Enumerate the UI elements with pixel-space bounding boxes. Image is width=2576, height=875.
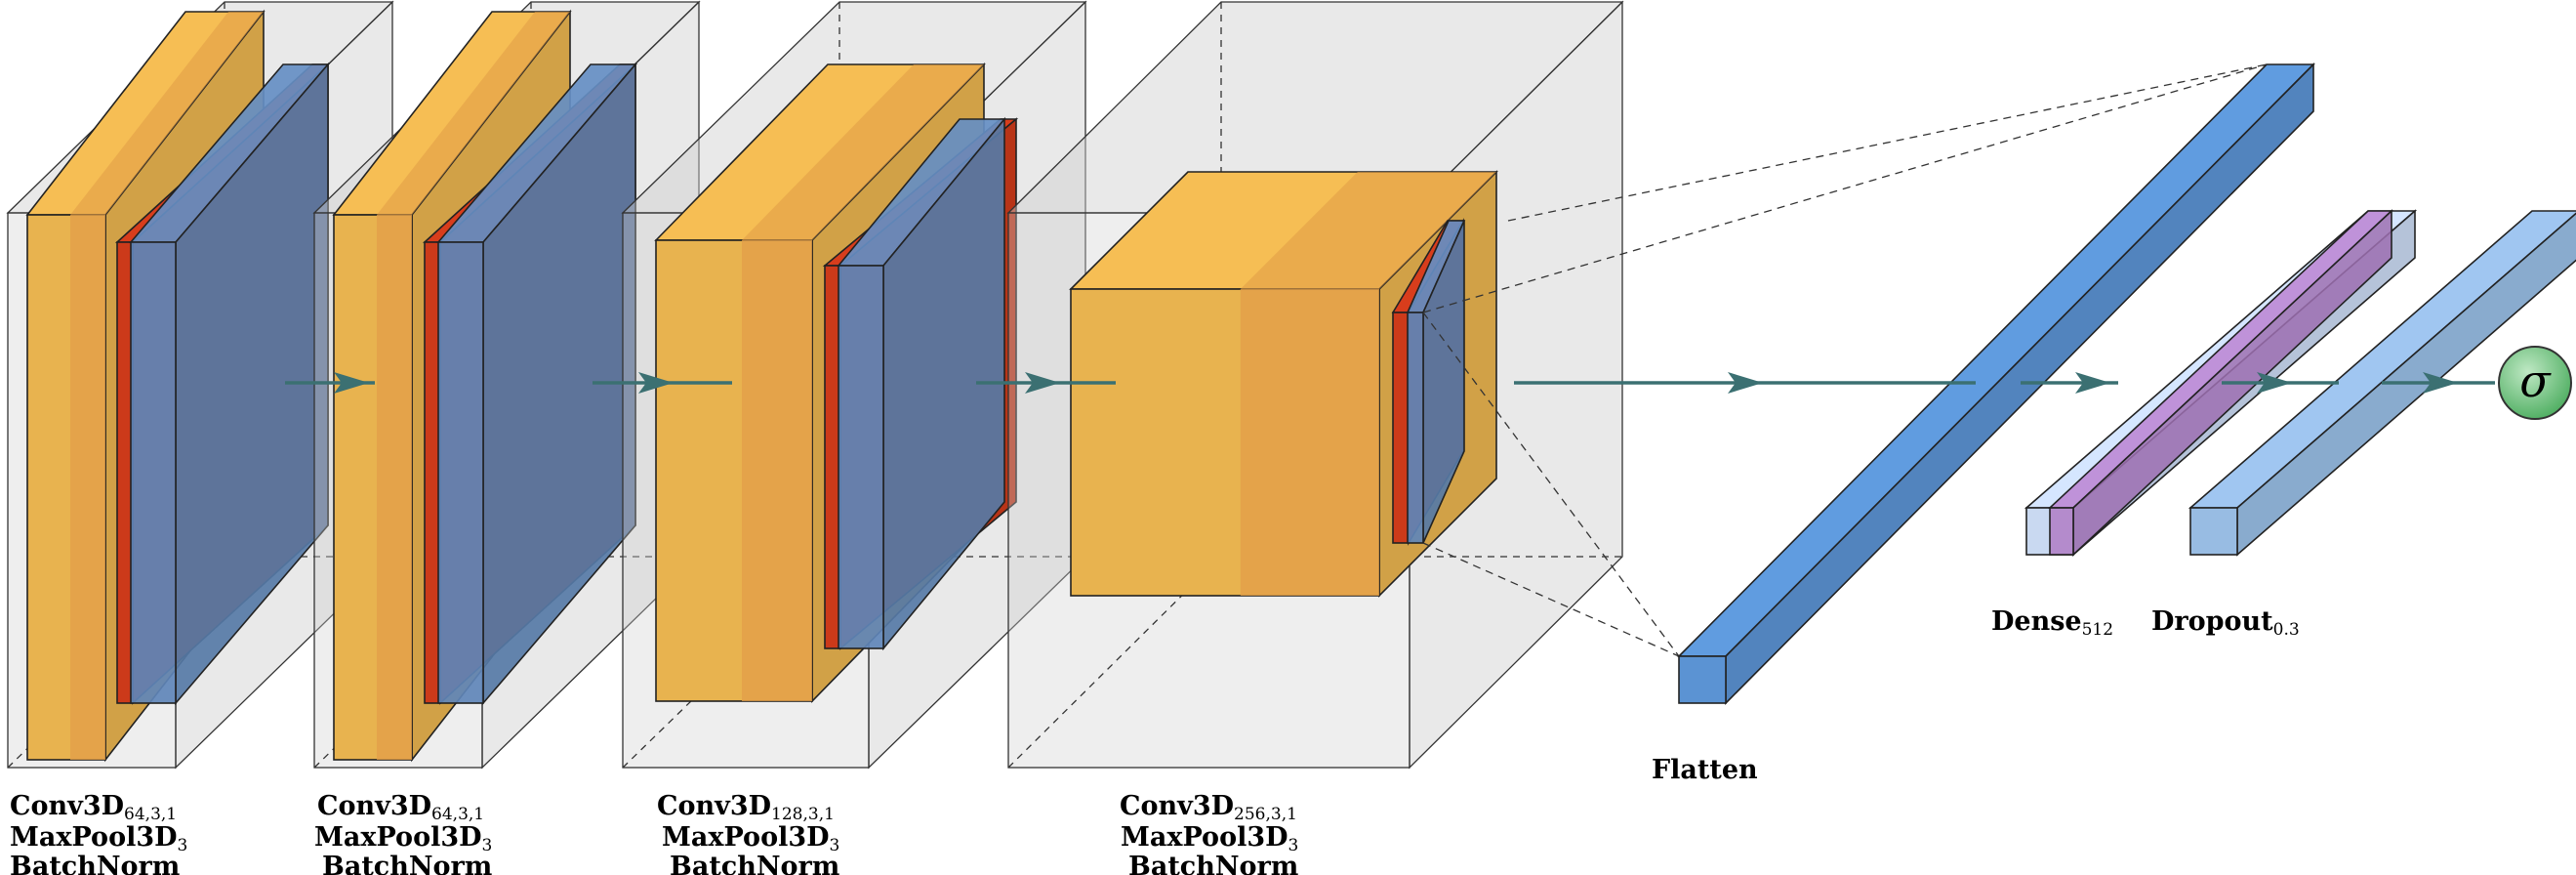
block4-l2-sub: 3	[1288, 836, 1299, 855]
block4-conv-box	[1069, 170, 1498, 598]
dropout-layer-front	[2189, 507, 2238, 556]
arrow-block1-block2-head	[334, 372, 369, 394]
block4-pool-box-front	[1407, 312, 1424, 544]
block1-l1-sub: 64,3,1	[124, 805, 177, 824]
flatten-layer-front	[1678, 655, 1727, 704]
block4-conv-box-stripe-top	[1240, 172, 1496, 289]
arrow-dropout-output-head	[2423, 372, 2458, 394]
block1-pool-box-front	[130, 241, 177, 704]
block2-conv-box-stripe-top	[377, 12, 570, 215]
block3-conv-box-stripe	[742, 240, 812, 701]
svg-text:Conv3D256,3,1: Conv3D256,3,1	[1120, 791, 1297, 824]
block1-pool-box	[129, 62, 330, 706]
svg-text:MaxPool3D3: MaxPool3D3	[1121, 822, 1298, 855]
block1-l2-main: MaxPool3D	[10, 822, 178, 853]
svg-text:Conv3D64,3,1: Conv3D64,3,1	[10, 791, 177, 824]
arrow-block3-block4	[976, 372, 1116, 394]
flatten-label: Flatten	[1652, 755, 1758, 785]
arrow-block3-block4-head	[1025, 372, 1060, 394]
projection-line-upper	[1422, 63, 2268, 313]
block3-pool-box	[837, 116, 1006, 651]
arrow-block4-flatten	[1514, 372, 1976, 394]
block1-conv-box-stripe	[70, 215, 105, 760]
projection-line-lower	[1422, 542, 1680, 657]
dense-inner-layer-front	[2049, 507, 2074, 556]
svg-text:MaxPool3D3: MaxPool3D3	[314, 822, 492, 855]
arrow-block2-block3	[593, 372, 732, 394]
block4-l1-main: Conv3D	[1120, 791, 1234, 821]
sigma-symbol: σ	[2519, 354, 2552, 407]
block3-l3: BatchNorm	[670, 852, 839, 875]
block2-l1-sub: 64,3,1	[431, 805, 484, 824]
flatten-layer	[1677, 62, 2315, 705]
arrow-block1-block2	[285, 372, 375, 394]
arrow-flatten-dense	[2021, 372, 2118, 394]
arrow-dense-dropout-head	[2257, 372, 2292, 394]
block2-l2-sub: 3	[482, 836, 493, 855]
block1-l3: BatchNorm	[10, 852, 180, 875]
block3-conv-box-stripe-top	[742, 64, 984, 240]
block3-pool-box-front	[838, 265, 884, 649]
diagram-shapes	[6, 0, 2576, 770]
svg-text:Conv3D128,3,1: Conv3D128,3,1	[657, 791, 835, 824]
output-sigma-node: σ	[2498, 346, 2572, 420]
block2-l3: BatchNorm	[322, 852, 492, 875]
block4-l3: BatchNorm	[1128, 852, 1298, 875]
block1-l1-main: Conv3D	[10, 791, 124, 821]
block4-l2-main: MaxPool3D	[1121, 822, 1288, 853]
block4-l1-sub: 256,3,1	[1234, 805, 1297, 824]
arrow-dense-dropout	[2222, 372, 2339, 394]
dropout-label: Dropout0.3	[2151, 606, 2300, 640]
dense-label: Dense512	[1991, 606, 2113, 640]
block2-pool-box-front	[437, 241, 484, 704]
block3-l1-main: Conv3D	[657, 791, 771, 821]
arrow-block2-block3-head	[638, 372, 674, 394]
projection-line-cross	[1422, 312, 1680, 657]
block4-pool-box	[1406, 220, 1466, 544]
block-label-1: Conv3D64,3,1 MaxPool3D3 BatchNorm	[10, 791, 187, 875]
block1-conv-box-stripe-top	[70, 12, 264, 215]
arrow-dropout-output	[2382, 372, 2495, 394]
block3-l1-sub: 128,3,1	[771, 805, 835, 824]
block3-l2-main: MaxPool3D	[662, 822, 830, 853]
svg-text:MaxPool3D3: MaxPool3D3	[10, 822, 187, 855]
block2-l1-main: Conv3D	[317, 791, 431, 821]
arrow-flatten-dense-head	[2075, 372, 2110, 394]
arrow-block4-flatten-head	[1728, 372, 1763, 394]
svg-text:MaxPool3D3: MaxPool3D3	[662, 822, 839, 855]
block4-conv-box-stripe	[1240, 289, 1379, 596]
block-label-2: Conv3D64,3,1 MaxPool3D3 BatchNorm	[314, 791, 492, 875]
block2-pool-box	[436, 62, 637, 706]
block-label-4: Conv3D256,3,1 MaxPool3D3 BatchNorm	[1120, 791, 1298, 875]
block2-l2-main: MaxPool3D	[314, 822, 482, 853]
projection-line-top	[1507, 63, 2268, 222]
svg-text:Conv3D64,3,1: Conv3D64,3,1	[317, 791, 484, 824]
block2-conv-box-stripe	[377, 215, 412, 760]
block3-l2-sub: 3	[830, 836, 840, 855]
block-label-3: Conv3D128,3,1 MaxPool3D3 BatchNorm	[657, 791, 839, 875]
block1-l2-sub: 3	[178, 836, 188, 855]
block4-batchnorm-box-front	[1392, 312, 1410, 544]
